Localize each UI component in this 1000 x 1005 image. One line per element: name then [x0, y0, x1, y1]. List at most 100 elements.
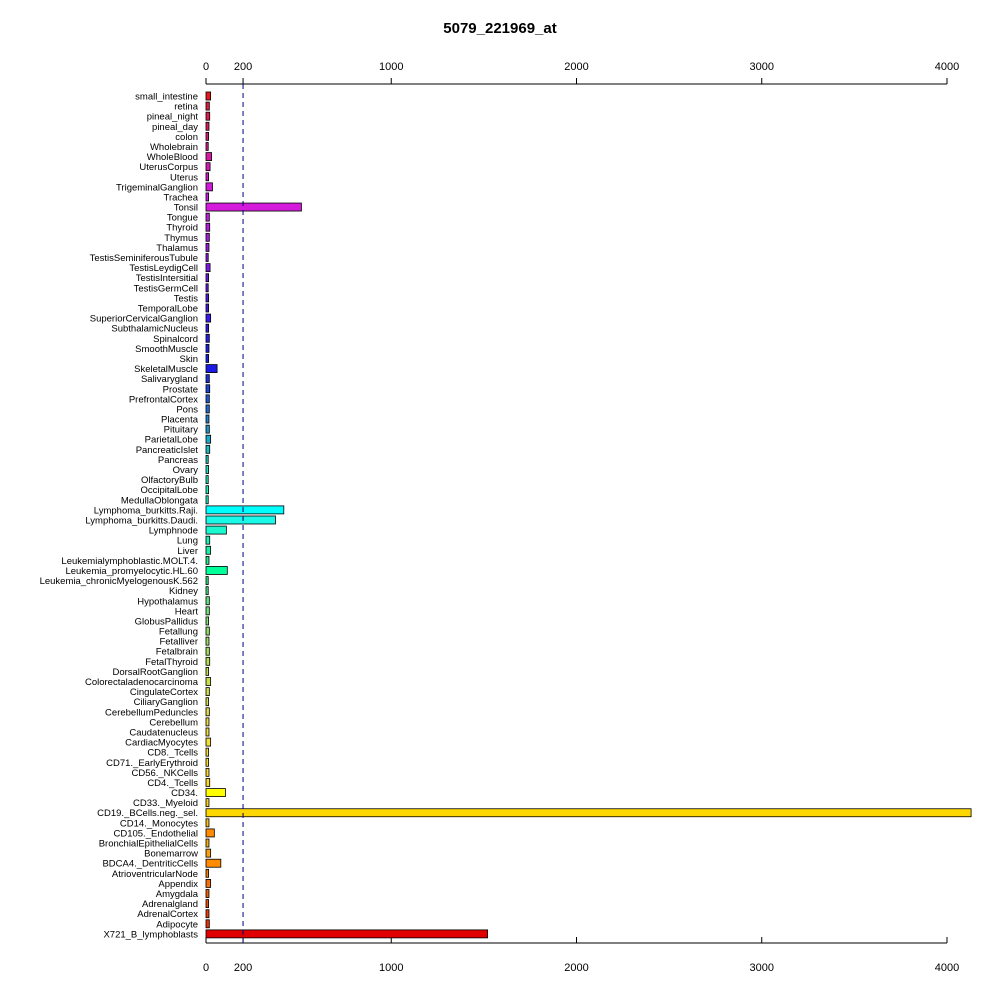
x-tick-label-bottom: 200 — [234, 962, 252, 974]
x-tick-label-bottom: 1000 — [379, 962, 403, 974]
category-label: CD105._Endothelial — [113, 828, 198, 839]
category-label: OccipitalLobe — [140, 485, 198, 496]
bar — [205, 142, 209, 151]
category-label: TestisIntersitial — [136, 273, 198, 284]
bar — [205, 243, 210, 252]
category-label: Lymphoma_burkitts.Daudi. — [85, 515, 198, 526]
bar — [205, 475, 209, 485]
category-label: Pons — [176, 404, 198, 415]
category-label: pineal_night — [147, 112, 199, 123]
bar — [205, 313, 212, 323]
bar — [205, 727, 210, 737]
bar — [205, 687, 210, 697]
bar — [205, 263, 211, 273]
bar — [205, 212, 210, 222]
bar — [205, 596, 210, 606]
category-label: Thymus — [164, 233, 198, 244]
category-label: Pancreas — [158, 455, 198, 466]
category-label: UterusCorpus — [139, 162, 198, 173]
bar — [205, 889, 210, 898]
category-label: Wholebrain — [150, 142, 198, 153]
bar — [205, 566, 228, 575]
bar — [205, 636, 210, 646]
category-label: Heart — [175, 606, 199, 617]
category-label: OlfactoryBulb — [141, 475, 198, 486]
bar — [205, 555, 210, 565]
category-label: TestisSeminiferousTubule — [90, 253, 198, 264]
category-label: AtrioventricularNode — [112, 869, 198, 880]
bar — [205, 465, 209, 474]
category-label: Amygdala — [156, 889, 199, 900]
bar — [205, 535, 211, 545]
bar — [205, 909, 210, 919]
category-label: Adipocyte — [156, 919, 198, 930]
category-label: Leukemia_promyelocytic.HL.60 — [65, 566, 198, 577]
category-label: CD33._Myeloid — [133, 798, 198, 809]
category-label: Ovary — [173, 465, 199, 476]
bar — [205, 646, 210, 656]
bar — [205, 394, 210, 404]
bar — [205, 626, 210, 636]
category-label: Skin — [180, 354, 198, 365]
bar — [205, 707, 210, 717]
bar — [205, 767, 210, 777]
bar — [205, 919, 210, 929]
category-label: CiliaryGanglion — [134, 697, 198, 708]
bar — [205, 667, 209, 676]
x-tick-label-top: 4000 — [935, 61, 959, 73]
bar — [205, 323, 209, 333]
category-label: CD34. — [171, 788, 198, 799]
category-label: SkeletalMuscle — [134, 364, 198, 375]
category-label: Leukemialymphoblastic.MOLT.4. — [61, 556, 198, 567]
bar — [205, 293, 209, 303]
category-label: Adrenalgland — [142, 899, 198, 910]
bar — [205, 606, 210, 616]
bar — [205, 283, 209, 293]
bar — [205, 818, 210, 828]
category-label: small_intestine — [135, 92, 198, 103]
category-label: retina — [174, 102, 198, 113]
bar — [205, 879, 212, 888]
bar — [205, 858, 222, 868]
bar — [205, 485, 209, 495]
bar — [205, 333, 210, 343]
bar — [205, 273, 209, 283]
category-label: GlobusPallidus — [135, 616, 199, 627]
category-label: Testis — [174, 293, 199, 304]
bar — [205, 525, 227, 535]
bar — [205, 545, 212, 555]
category-label: TestisLeydigCell — [129, 263, 198, 274]
category-label: Lymphoma_burkitts.Raji. — [94, 505, 198, 516]
bar — [205, 788, 226, 797]
bar — [205, 757, 209, 767]
category-label: Liver — [177, 546, 198, 557]
bar — [205, 192, 209, 202]
category-label: PancreaticIslet — [136, 445, 199, 456]
category-label: DorsalRootGanglion — [112, 667, 198, 678]
category-label: CerebellumPeduncles — [105, 707, 198, 718]
category-label: Lymphnode — [149, 526, 198, 537]
bar — [205, 111, 211, 121]
bar — [205, 778, 211, 787]
category-label: CD71._EarlyErythroid — [106, 758, 198, 769]
category-label: Spinalcord — [153, 334, 198, 345]
category-label: Caudatenucleus — [129, 727, 198, 738]
category-label: Placenta — [161, 415, 199, 426]
x-tick-label-bottom: 2000 — [564, 962, 588, 974]
bar — [205, 495, 209, 505]
bar — [205, 929, 488, 939]
category-label: Thalamus — [156, 243, 198, 254]
x-tick-label-bottom: 4000 — [935, 962, 959, 974]
category-label: CingulateCortex — [130, 687, 198, 698]
bar — [205, 515, 276, 525]
chart-title: 5079_221969_at — [443, 20, 557, 37]
bar — [205, 717, 210, 727]
category-label: ParietalLobe — [145, 435, 198, 446]
bar — [205, 202, 302, 212]
bar — [205, 162, 211, 172]
bar — [205, 364, 218, 373]
bar — [205, 101, 210, 111]
bar — [205, 444, 211, 454]
category-label: TestisGermCell — [134, 283, 198, 294]
